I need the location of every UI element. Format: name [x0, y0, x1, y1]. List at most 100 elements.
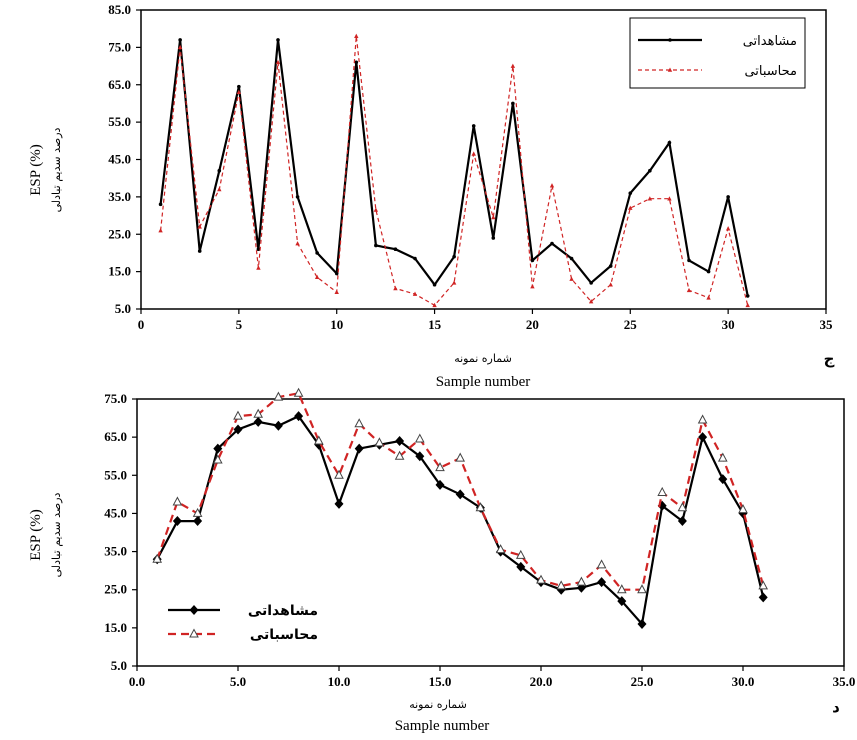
- data-point: [334, 469, 344, 479]
- data-point: [657, 486, 668, 496]
- data-point: [152, 553, 163, 563]
- data-point: [275, 59, 281, 65]
- data-point: [393, 285, 398, 291]
- chart-1-panel-label: ج: [824, 350, 835, 368]
- data-point: [596, 559, 607, 569]
- data-point: [354, 60, 359, 65]
- data-point: [197, 249, 202, 253]
- y-tick-label: 35.0: [104, 544, 127, 559]
- data-point: [373, 207, 379, 212]
- data-point: [452, 254, 456, 259]
- data-point: [374, 437, 385, 447]
- data-point: [413, 256, 417, 261]
- legend-label-2: محاسباتی: [250, 627, 318, 643]
- chart-2-plot: 5.015.025.035.045.055.065.075.00.0 5.0 10.…: [104, 387, 855, 689]
- data-point: [412, 291, 418, 296]
- data-point: [588, 299, 594, 304]
- data-point: [549, 183, 555, 188]
- data-point: [726, 195, 730, 199]
- data-point: [510, 63, 516, 68]
- data-point: [217, 186, 222, 192]
- data-point: [471, 151, 476, 156]
- data-point: [745, 302, 750, 308]
- data-point: [637, 584, 647, 594]
- data-point: [354, 443, 364, 454]
- chart-2-xlabel-sub: شماره نمونه: [409, 698, 467, 711]
- data-point: [706, 295, 711, 300]
- data-point: [237, 84, 241, 89]
- data-point: [334, 271, 339, 276]
- x-tick-label: 25: [624, 317, 638, 332]
- data-point: [576, 576, 587, 586]
- data-point: [256, 265, 261, 270]
- legend-label-2: محاسباتی: [744, 64, 797, 79]
- x-tick-label: 0.0: [129, 674, 145, 689]
- data-point: [530, 258, 535, 263]
- x-tick-label: 15.0: [429, 674, 452, 689]
- data-point: [569, 276, 574, 281]
- chart-1-plot: 5.0 15.0 25.0 35.0 45.0 55.0 65.0 75.0 85.0 0 5 10 1…: [108, 2, 833, 332]
- data-point: [233, 424, 243, 435]
- legend-label-1: مشاهداتی: [248, 603, 318, 619]
- data-point: [589, 281, 593, 285]
- data-point: [677, 516, 687, 527]
- x-tick-label: 5: [236, 317, 243, 332]
- data-point: [667, 196, 672, 201]
- data-point: [536, 574, 546, 584]
- data-point: [515, 549, 526, 559]
- data-point: [628, 205, 633, 210]
- data-point: [471, 124, 476, 128]
- y-tick-label: 5.0: [111, 658, 127, 673]
- data-point: [414, 433, 425, 443]
- data-point: [172, 496, 183, 506]
- data-point: [197, 224, 202, 229]
- legend: مشاهداتی محاسباتی: [168, 603, 318, 643]
- y-tick-label: 65.0: [108, 77, 131, 92]
- data-point: [616, 584, 627, 594]
- data-point: [637, 619, 647, 630]
- legend-marker: [668, 38, 672, 42]
- legend: مشاهداتی محاسباتی: [629, 17, 806, 89]
- data-point: [608, 264, 613, 268]
- data-point: [738, 504, 748, 514]
- y-tick-label: 55.0: [104, 467, 127, 482]
- data-point: [628, 191, 633, 195]
- data-point: [276, 38, 280, 42]
- x-tick-label: 0: [138, 317, 145, 332]
- data-point: [511, 101, 515, 106]
- y-tick-label: 75.0: [108, 39, 131, 54]
- x-tick-label: 10: [330, 317, 343, 332]
- data-point: [178, 38, 182, 42]
- plot-frame: [136, 398, 845, 667]
- data-point: [158, 228, 163, 233]
- data-point: [233, 410, 243, 420]
- chart-1-xlabel: Sample number: [436, 374, 531, 390]
- y-tick-label: 15.0: [108, 264, 131, 279]
- x-tick-label: 20.0: [530, 674, 553, 689]
- x-tick-label: 35: [820, 317, 834, 332]
- data-point: [273, 420, 283, 431]
- data-point: [455, 489, 465, 500]
- data-point: [698, 432, 708, 443]
- data-point: [313, 435, 324, 445]
- data-point: [491, 214, 496, 220]
- data-point: [758, 592, 768, 603]
- data-point: [415, 451, 425, 462]
- chart-2-panel-label: د: [832, 698, 840, 716]
- data-point: [177, 44, 183, 50]
- legend-marker: [667, 67, 673, 72]
- data-point: [256, 247, 261, 251]
- data-point: [354, 418, 365, 428]
- data-point: [293, 387, 304, 397]
- data-point: [550, 241, 554, 246]
- data-point: [717, 452, 728, 462]
- y-tick-label: 25.0: [108, 226, 131, 241]
- data-point: [158, 202, 163, 207]
- data-point: [667, 140, 672, 145]
- data-point: [697, 414, 708, 424]
- chart-1: ESP (%) درصد سدیم تبادلی شماره نمونه Sam…: [28, 127, 835, 390]
- y-tick-label: 85.0: [108, 2, 131, 17]
- data-point: [530, 284, 535, 289]
- data-point: [374, 243, 378, 248]
